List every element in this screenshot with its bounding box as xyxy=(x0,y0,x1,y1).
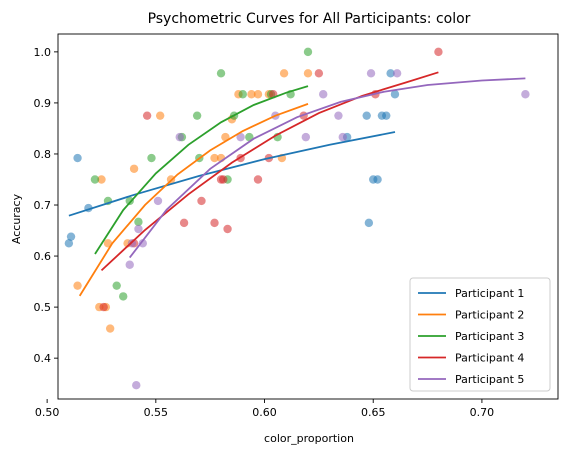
data-point-p2 xyxy=(73,281,82,290)
data-point-p1 xyxy=(373,175,382,184)
legend-label: Participant 3 xyxy=(455,330,524,343)
data-point-p2 xyxy=(253,90,263,99)
data-point-p4 xyxy=(179,218,189,228)
data-point-p5 xyxy=(153,196,163,206)
fit-curve-p3 xyxy=(94,85,309,255)
data-point-p5 xyxy=(132,381,141,390)
data-point-p2 xyxy=(155,111,165,120)
data-point-p1 xyxy=(64,239,74,248)
data-point-p5 xyxy=(521,90,530,99)
data-point-p5 xyxy=(319,90,328,99)
data-point-p1 xyxy=(364,218,374,228)
x-tick-label: 0.70 xyxy=(470,406,495,419)
data-point-p3 xyxy=(125,196,134,206)
data-point-p2 xyxy=(129,164,139,173)
fit-curve-p5 xyxy=(128,77,526,259)
data-point-p2 xyxy=(279,69,289,78)
axes-frame xyxy=(57,33,559,400)
data-point-p2 xyxy=(97,175,106,184)
data-point-p5 xyxy=(138,239,147,248)
data-point-p5 xyxy=(175,132,184,142)
data-point-p3 xyxy=(112,281,121,290)
data-point-p4 xyxy=(219,175,228,184)
data-point-p3 xyxy=(303,47,313,57)
legend-label: Participant 1 xyxy=(455,287,524,300)
data-point-p4 xyxy=(314,69,324,78)
data-point-p3 xyxy=(90,175,100,184)
y-tick-label: 0.7 xyxy=(34,199,52,212)
data-point-p5 xyxy=(366,69,376,78)
data-point-p4 xyxy=(210,218,219,228)
data-point-p2 xyxy=(303,69,313,78)
x-tick-label: 0.65 xyxy=(361,406,386,419)
data-point-p5 xyxy=(236,132,245,142)
y-tick-label: 0.5 xyxy=(34,301,52,314)
data-point-p4 xyxy=(223,224,232,234)
y-tick-label: 0.4 xyxy=(34,352,52,365)
x-tick-label: 0.50 xyxy=(35,406,60,419)
data-point-p3 xyxy=(216,69,226,78)
x-axis-label: color_proportion xyxy=(264,432,354,445)
data-point-p3 xyxy=(192,111,202,120)
data-point-p4 xyxy=(253,175,263,184)
x-tick-label: 0.60 xyxy=(252,406,277,419)
legend-box xyxy=(409,277,551,392)
legend-label: Participant 4 xyxy=(455,352,524,365)
data-point-p4 xyxy=(197,196,206,206)
data-point-p3 xyxy=(147,153,156,163)
data-point-p5 xyxy=(392,69,402,78)
y-tick-label: 1.0 xyxy=(34,46,52,59)
data-point-p2 xyxy=(247,90,256,99)
data-point-p2 xyxy=(210,153,219,163)
data-point-p4 xyxy=(434,47,443,57)
fit-curve-p1 xyxy=(68,131,396,217)
plot-area xyxy=(64,47,530,390)
data-point-p5 xyxy=(338,132,347,142)
data-point-p1 xyxy=(362,111,371,120)
data-point-p1 xyxy=(382,111,391,120)
data-point-p3 xyxy=(119,292,128,301)
data-point-p1 xyxy=(73,153,82,163)
y-axis-label: Accuracy xyxy=(10,193,23,244)
data-point-p1 xyxy=(390,90,400,99)
y-tick-label: 0.9 xyxy=(34,97,52,110)
data-point-p2 xyxy=(105,324,115,333)
legend-label: Participant 2 xyxy=(455,309,524,322)
legend-label: Participant 5 xyxy=(455,373,524,386)
legend: Participant 1 Participant 2 Participant 3 P… xyxy=(409,277,551,392)
data-point-p5 xyxy=(125,260,134,269)
data-point-p3 xyxy=(134,217,143,227)
data-point-p5 xyxy=(301,132,311,142)
data-point-p5 xyxy=(134,224,143,234)
fit-curve-p4 xyxy=(100,71,439,272)
data-point-p5 xyxy=(334,111,343,120)
data-point-p4 xyxy=(99,302,108,312)
data-point-p1 xyxy=(66,232,76,241)
data-point-p1 xyxy=(386,69,395,78)
data-point-p4 xyxy=(142,111,152,120)
y-tick-label: 0.8 xyxy=(34,148,52,161)
axes: 0.50 0.55 0.60 0.65 0.70 0.4 0.5 0.6 0.7 0.8 0.9 1.… xyxy=(34,33,559,419)
data-point-p3 xyxy=(238,90,247,99)
y-tick-label: 0.6 xyxy=(34,250,52,263)
x-tick-label: 0.55 xyxy=(144,406,169,419)
fit-curve-p2 xyxy=(78,103,309,297)
chart-title: Psychometric Curves for All Participants… xyxy=(148,11,471,27)
